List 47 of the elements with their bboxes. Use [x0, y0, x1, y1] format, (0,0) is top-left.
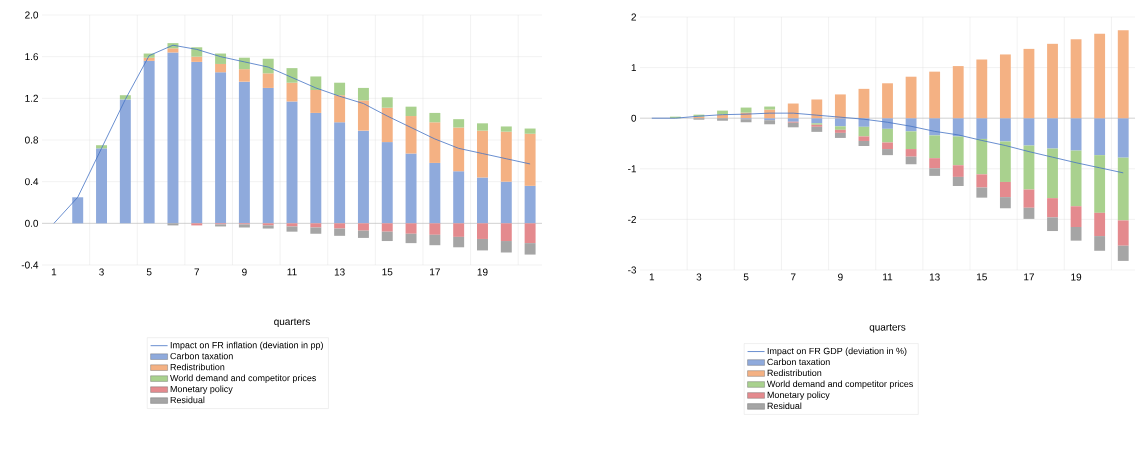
legend-label: Impact on FR inflation (deviation in pp) — [170, 341, 323, 351]
legend-label: Residual — [767, 402, 802, 410]
legend-label: World demand and competitor prices — [170, 374, 316, 383]
y-tick-label: 1.2 — [25, 94, 38, 102]
y-tick-label: 2 — [631, 13, 636, 21]
x-tick-label: 13 — [334, 268, 345, 276]
legend-label: Carbon taxation — [170, 352, 233, 360]
x-axis-title: quarters — [274, 318, 310, 328]
x-tick-label: 3 — [99, 268, 104, 276]
y-tick-label: -0.4 — [21, 261, 39, 269]
x-axis-title: quarters — [869, 324, 906, 333]
x-tick-label: 7 — [194, 268, 200, 276]
y-tick-label: 1.6 — [25, 53, 39, 61]
legend-label: Residual — [170, 396, 205, 404]
x-tick-label: 9 — [838, 273, 843, 281]
legend-label: Monetary policy — [170, 385, 233, 394]
x-tick-label: 17 — [430, 268, 440, 276]
y-tick-label: 0.8 — [25, 136, 39, 144]
x-tick-label: 1 — [51, 268, 57, 276]
y-tick-label: 0.0 — [25, 219, 39, 227]
x-tick-label: 19 — [477, 268, 488, 276]
y-tick-label: 0 — [631, 114, 637, 122]
x-tick-label: 11 — [287, 268, 297, 276]
y-tick-label: 0.4 — [25, 178, 39, 186]
x-tick-label: 5 — [146, 268, 152, 276]
x-tick-label: 17 — [1024, 273, 1034, 281]
legend-label: Carbon taxation — [767, 358, 830, 366]
x-tick-label: 15 — [382, 268, 393, 276]
x-tick-label: 7 — [790, 273, 796, 281]
y-tick-label: 1 — [631, 64, 637, 72]
y-tick-label: -1 — [628, 165, 637, 173]
legend-label: Redistribution — [767, 369, 822, 377]
legend-label: Impact on FR GDP (deviation in %) — [767, 347, 907, 356]
y-tick-label: 2.0 — [25, 11, 39, 19]
x-tick-label: 11 — [883, 273, 893, 281]
x-tick-label: 19 — [1071, 273, 1082, 281]
legend-label: Redistribution — [170, 363, 225, 371]
y-tick-label: -2 — [628, 215, 636, 223]
x-tick-label: 15 — [977, 273, 987, 281]
x-tick-label: 5 — [743, 273, 749, 281]
x-tick-label: 3 — [696, 273, 702, 281]
x-tick-label: 13 — [929, 273, 940, 281]
legend-label: World demand and competitor prices — [766, 380, 913, 389]
y-tick-label: -3 — [628, 266, 637, 274]
x-tick-label: 1 — [649, 273, 655, 281]
legend-label: Monetary policy — [767, 391, 830, 400]
x-tick-label: 9 — [242, 268, 247, 276]
